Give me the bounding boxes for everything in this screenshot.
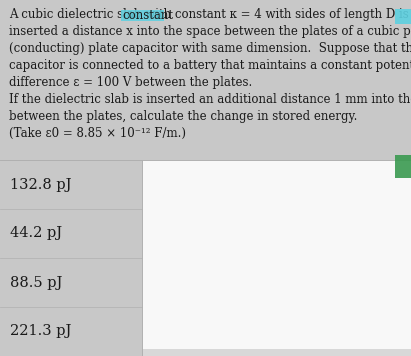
Bar <box>142 160 411 356</box>
Text: A cubic dielectric slab with constant κ = 4 with sides of length D is
inserted a: A cubic dielectric slab with constant κ … <box>9 8 411 140</box>
Text: 44.2 pJ: 44.2 pJ <box>10 226 62 241</box>
Bar <box>0 160 142 356</box>
Bar <box>121 10 164 21</box>
Bar <box>395 155 411 178</box>
Text: 132.8 pJ: 132.8 pJ <box>10 178 72 192</box>
Text: 221.3 pJ: 221.3 pJ <box>10 325 72 339</box>
Bar <box>0 0 411 160</box>
Bar <box>142 349 411 356</box>
Bar <box>395 9 411 24</box>
Text: 88.5 pJ: 88.5 pJ <box>10 276 62 289</box>
Text: constant: constant <box>122 9 173 22</box>
